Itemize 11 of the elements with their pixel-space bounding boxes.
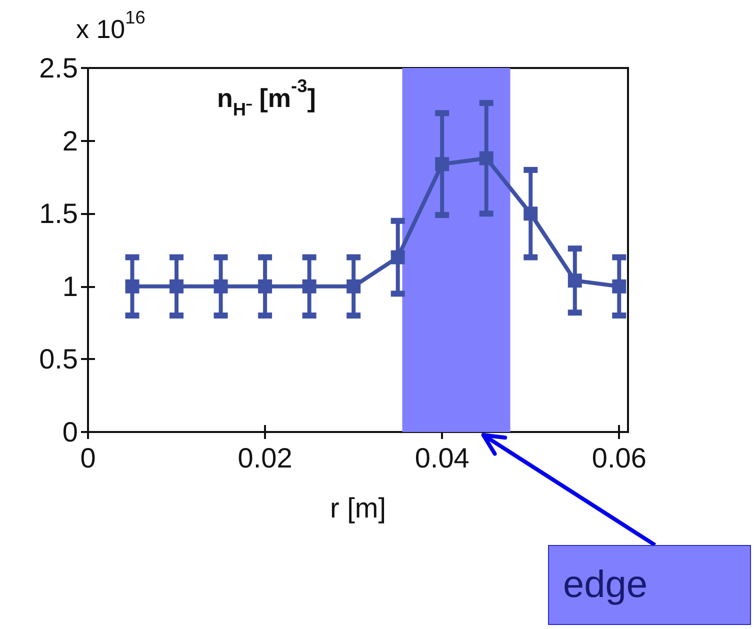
y-tick-label: 1.5 [39,198,78,230]
band-label: edge [548,545,751,625]
x-axis-title: r [m] [330,492,386,524]
y-tick-label: 1 [62,270,78,302]
x-tick-label: 0.06 [592,442,646,474]
y-tick-label: 0.5 [39,344,78,375]
y-tick-label: 2.5 [39,52,78,84]
x-tick-label: 0.04 [414,442,470,474]
x-tick-label: 0.02 [238,442,292,474]
y-tick-label: 2 [62,125,78,156]
y-tick-label: 0 [62,416,78,448]
